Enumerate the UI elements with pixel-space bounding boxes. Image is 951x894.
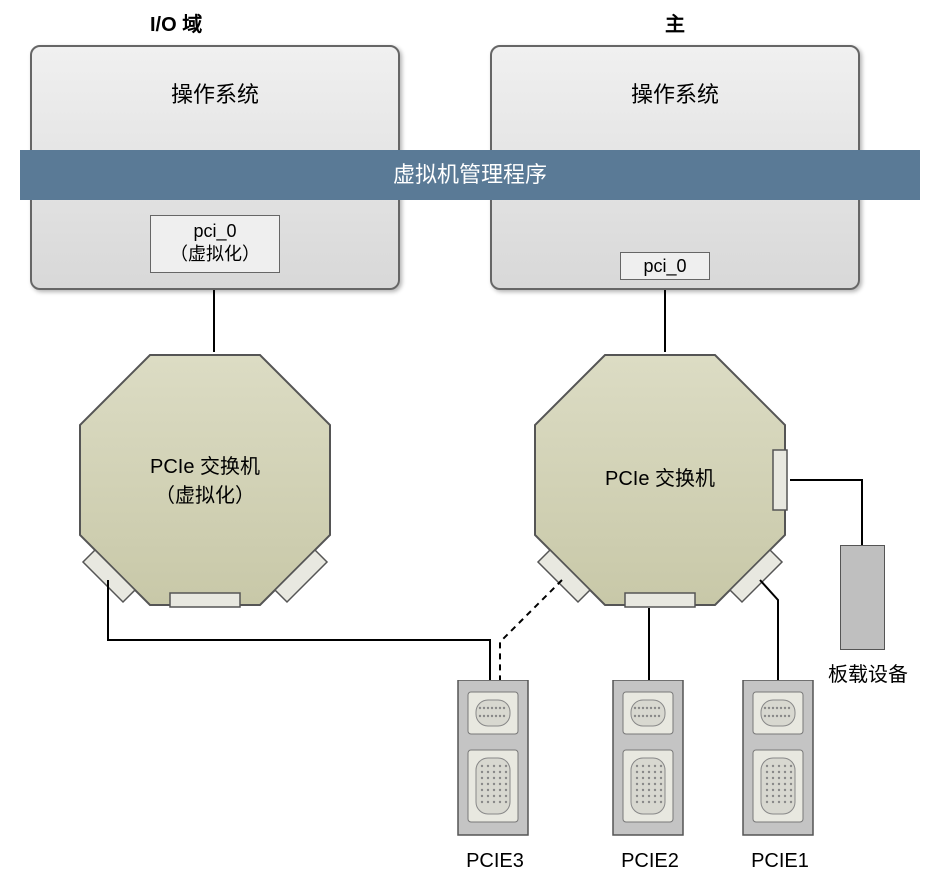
pcie-card-1	[735, 680, 821, 850]
pcie-card-2-label: PCIE2	[615, 850, 685, 873]
pcie-card-3	[450, 680, 536, 850]
onboard-device-label: 板载设备	[818, 658, 918, 687]
primary-domain-title: 主	[665, 8, 685, 37]
hypervisor-bar: 虚拟机管理程序	[20, 150, 920, 200]
io-domain-title: I/O 域	[150, 8, 202, 37]
diagram-canvas: I/O 域 主 操作系统 操作系统 虚拟机管理程序 pci_0 （虚拟化） pc…	[0, 0, 951, 894]
io-pci-label: pci_0	[159, 220, 271, 243]
primary-switch: PCIe 交换机	[530, 350, 790, 610]
pcie-card-3-label: PCIE3	[460, 850, 530, 873]
io-pci-sublabel: （虚拟化）	[159, 243, 271, 266]
pcie-card-2	[605, 680, 691, 850]
primary-switch-label: PCIe 交换机	[530, 462, 790, 491]
primary-pci-label: pci_0	[643, 256, 686, 276]
io-os-label: 操作系统	[32, 77, 398, 109]
line-primary-pci-switch	[664, 290, 666, 352]
primary-pci-box: pci_0	[620, 252, 710, 280]
io-switch: PCIe 交换机 （虚拟化）	[75, 350, 335, 610]
io-switch-label: PCIe 交换机 （虚拟化）	[75, 450, 335, 508]
line-io-pci-switch	[213, 290, 215, 352]
pcie-card-1-label: PCIE1	[745, 850, 815, 873]
line-primary-pcie2	[648, 608, 650, 680]
primary-os-label: 操作系统	[492, 77, 858, 109]
io-pci-box: pci_0 （虚拟化）	[150, 215, 280, 273]
onboard-device	[840, 545, 885, 650]
